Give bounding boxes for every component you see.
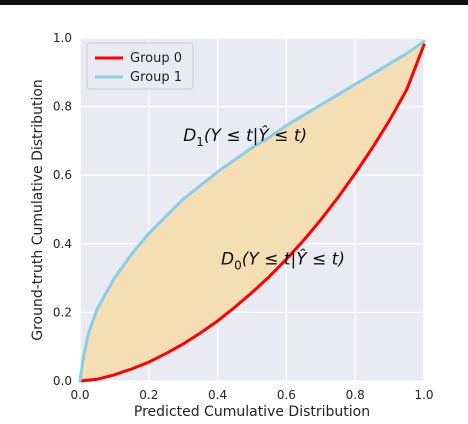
y-tick-label: 0.6 xyxy=(53,168,72,182)
y-tick-label: 0.2 xyxy=(53,305,72,319)
annotation-d1: D1(Y ≤ t|Ŷ ≤ t) xyxy=(183,124,307,149)
x-tick-label: 1.0 xyxy=(414,388,433,402)
series-line-group-0 xyxy=(78,43,426,383)
fill-between-area xyxy=(80,41,424,382)
x-tick-label: 0.6 xyxy=(277,388,296,402)
y-tick-label: 0.0 xyxy=(53,374,72,388)
legend-label-group-0: Group 0 xyxy=(130,51,182,66)
x-tick-label: 0.2 xyxy=(139,388,158,402)
series-layer xyxy=(78,39,426,383)
y-tick-labels: 0.0 0.2 0.4 0.6 0.8 1.0 xyxy=(53,31,72,388)
x-tick-labels: 0.0 0.2 0.4 0.6 0.8 1.0 xyxy=(70,388,433,402)
legend: Group 0 Group 1 xyxy=(86,42,194,90)
x-tick-label: 0.8 xyxy=(346,388,365,402)
series-line-group-1 xyxy=(78,39,426,383)
legend-label-group-1: Group 1 xyxy=(130,70,182,85)
y-tick-label: 0.4 xyxy=(53,237,72,251)
y-tick-label: 0.8 xyxy=(53,100,72,114)
annotations: D1(Y ≤ t|Ŷ ≤ t) D0(Y ≤ t|Ŷ ≤ t) xyxy=(183,124,345,272)
x-tick-label: 0.4 xyxy=(208,388,227,402)
y-axis-label: Ground-truth Cumulative Distribution xyxy=(30,79,46,341)
x-tick-label: 0.0 xyxy=(70,388,89,402)
y-tick-label: 1.0 xyxy=(53,31,72,45)
annotation-d0: D0(Y ≤ t|Ŷ ≤ t) xyxy=(221,247,345,272)
x-axis-label: Predicted Cumulative Distribution xyxy=(134,404,370,420)
top-rule xyxy=(0,0,468,5)
